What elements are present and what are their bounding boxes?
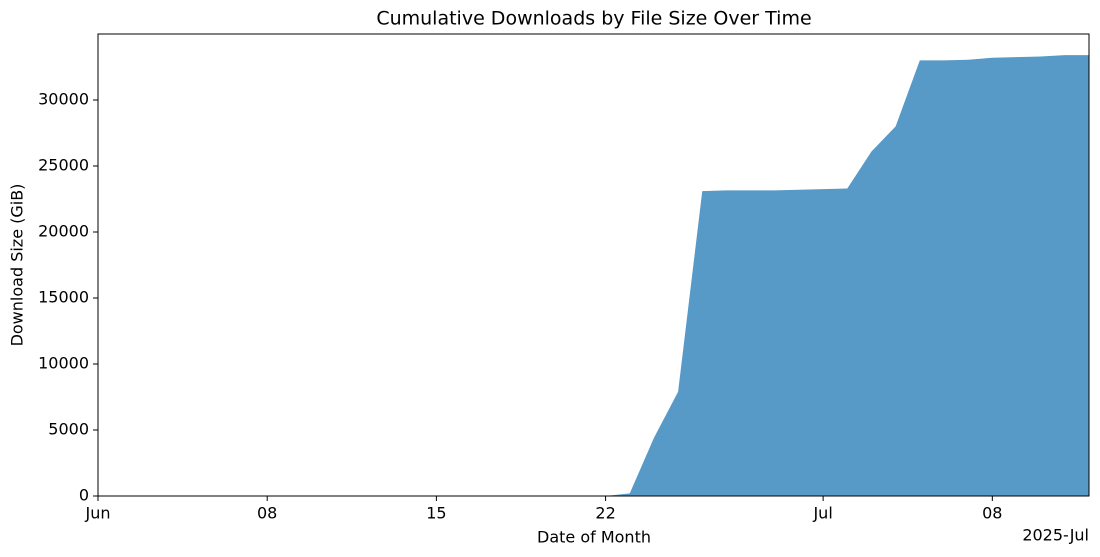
plot-frame — [97, 33, 1090, 497]
x-axis-label: Date of Month — [537, 528, 651, 547]
x-tick-label: Jun — [85, 504, 111, 523]
x-tick-label: 15 — [426, 504, 446, 523]
y-tick-label: 30000 — [38, 90, 89, 109]
y-tick-label: 0 — [79, 486, 89, 505]
x-tick-label: 08 — [257, 504, 277, 523]
y-axis-label: Download Size (GiB) — [8, 184, 27, 347]
x-tick-label: Jul — [812, 504, 832, 523]
chart-title: Cumulative Downloads by File Size Over T… — [376, 8, 811, 30]
area — [98, 55, 1089, 497]
x-tick-label: 08 — [982, 504, 1002, 523]
y-tick-label: 15000 — [38, 288, 89, 307]
y-tick-label: 10000 — [38, 354, 89, 373]
y-tick-label: 5000 — [48, 420, 89, 439]
y-tick-label: 20000 — [38, 222, 89, 241]
y-tick-label: 25000 — [38, 156, 89, 175]
x-offset-label: 2025-Jul — [1022, 526, 1089, 545]
x-tick-label: 22 — [595, 504, 615, 523]
